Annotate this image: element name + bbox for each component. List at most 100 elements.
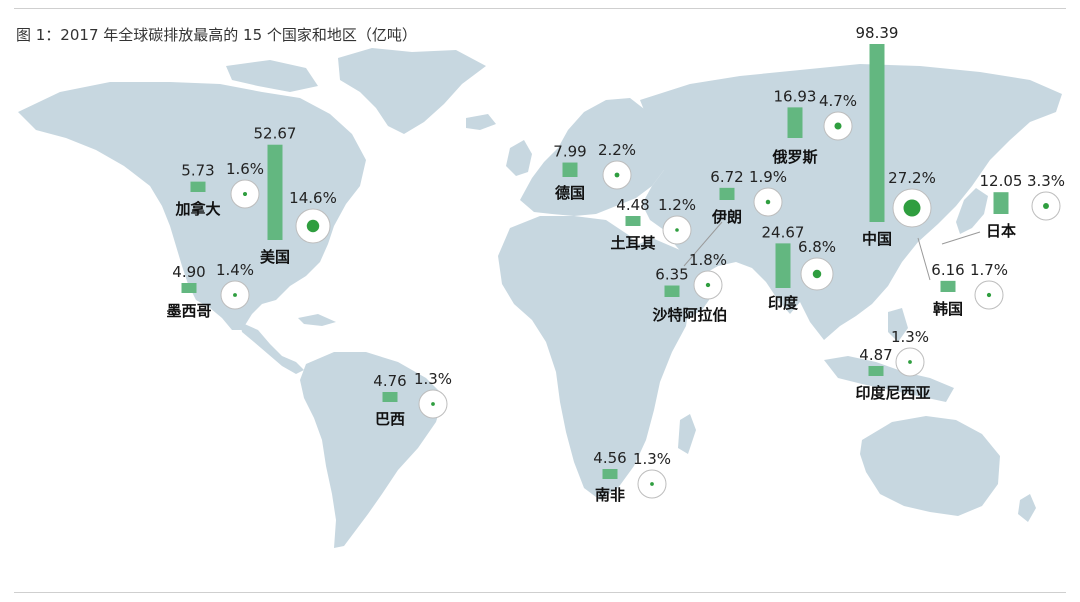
country-8-share-dot (986, 292, 992, 298)
country-6-share-label: 1.9% (749, 168, 787, 186)
country-12-share-label: 1.3% (414, 370, 452, 388)
southeast-asia-islands-shape (824, 356, 954, 402)
country-11-share-dot (908, 360, 912, 364)
country-10-name-label: 墨西哥 (166, 302, 211, 320)
country-6-share-dot (765, 199, 771, 205)
country-10-marker: 4.90 1.4% 墨西哥 (166, 261, 254, 320)
country-0-marker: 98.39 27.2% 中国 (856, 24, 936, 248)
country-7-share-label: 1.8% (689, 251, 727, 269)
country-3-name-label: 俄罗斯 (771, 148, 817, 166)
europe-shape (520, 98, 668, 216)
madagascar-shape (678, 414, 696, 454)
country-8-marker: 6.16 1.7% 韩国 (931, 261, 1008, 318)
country-12-marker: 4.76 1.3% 巴西 (373, 370, 452, 428)
country-1-value-label: 52.67 (254, 125, 297, 143)
country-1-name-label: 美国 (260, 248, 290, 266)
country-4-marker: 12.05 3.3% 日本 (980, 172, 1066, 240)
new-zealand-shape (1018, 494, 1036, 522)
japan-shape (956, 188, 988, 234)
country-14-bar (625, 216, 641, 226)
country-11-name-label: 印度尼西亚 (855, 384, 930, 402)
country-14-share-label: 1.2% (658, 196, 696, 214)
country-1-share-dot (306, 219, 320, 233)
top-rule (14, 8, 1066, 9)
country-3-value-label: 16.93 (774, 87, 817, 105)
country-7-marker: 6.351.8% 沙特阿拉伯 (652, 251, 727, 324)
country-2-share-dot (812, 269, 822, 279)
africa-shape (498, 216, 690, 500)
country-3-share-label: 4.7% (819, 92, 857, 110)
country-13-name-label: 南非 (595, 486, 625, 504)
country-6-value-label: 6.72 (710, 168, 743, 186)
country-5-value-label: 7.99 (553, 143, 586, 161)
asia-shape (640, 64, 1062, 340)
central-america-shape (240, 322, 304, 374)
country-4-share-label: 3.3% (1027, 172, 1065, 190)
country-2-share-label: 6.8% (798, 238, 836, 256)
country-4-bar (993, 192, 1009, 214)
country-6-bar (719, 187, 735, 200)
country-5-marker: 7.99 2.2% 德国 (553, 141, 636, 202)
north-america-shape (18, 82, 366, 330)
country-10-value-label: 4.90 (172, 263, 205, 281)
caribbean-shape (298, 314, 336, 326)
country-7-bar (664, 285, 680, 297)
country-markers: 98.39 27.2% 中国 52.67 14.6% 美国 24.676.8% 印度 16.93… (166, 24, 1065, 504)
greenland-shape (338, 48, 486, 134)
country-9-name-label: 加拿大 (174, 200, 220, 218)
country-12-share-dot (431, 402, 435, 406)
country-11-bar (868, 366, 884, 376)
australia-shape (860, 416, 1000, 516)
country-12-name-label: 巴西 (375, 410, 405, 428)
country-5-bar (562, 162, 578, 177)
arabia-shape (626, 238, 716, 322)
country-14-share-dot (675, 228, 679, 232)
country-11-value-label: 4.87 (859, 346, 892, 364)
country-13-share-label: 1.3% (633, 450, 671, 468)
country-8-bar (940, 280, 956, 292)
country-7-name-label: 沙特阿拉伯 (652, 306, 727, 324)
south-america-shape (300, 352, 444, 548)
country-13-value-label: 4.56 (593, 449, 626, 467)
country-0-name-label: 中国 (862, 230, 892, 248)
country-13-bar (602, 469, 618, 479)
country-14-value-label: 4.48 (616, 196, 649, 214)
leader-line-iran (683, 221, 723, 267)
country-2-marker: 24.676.8% 印度 (762, 223, 837, 312)
country-1-share-label: 14.6% (289, 189, 337, 207)
country-5-share-label: 2.2% (598, 141, 636, 159)
leader-line-korea (917, 237, 931, 281)
country-1-marker: 52.67 14.6% 美国 (254, 125, 337, 266)
country-14-name-label: 土耳其 (610, 234, 655, 252)
country-4-name-label: 日本 (986, 222, 1016, 240)
country-11-share-label: 1.3% (891, 328, 929, 346)
philippines-shape (888, 308, 908, 342)
country-6-name-label: 伊朗 (711, 208, 742, 226)
country-11-marker: 4.871.3% 印度尼西亚 (855, 328, 930, 402)
country-5-share-dot (614, 172, 620, 178)
country-3-bar (787, 107, 803, 138)
country-10-bar (181, 283, 197, 293)
country-5-name-label: 德国 (555, 184, 585, 202)
country-2-value-label: 24.67 (762, 223, 805, 241)
country-2-name-label: 印度 (768, 294, 799, 312)
british-isles-shape (506, 140, 532, 176)
country-10-share-label: 1.4% (216, 261, 254, 279)
country-4-value-label: 12.05 (980, 172, 1023, 190)
country-2-bar (775, 243, 791, 288)
country-9-share-dot (242, 191, 248, 197)
country-3-marker: 16.93 4.7% 俄罗斯 (771, 87, 857, 166)
country-3-share-dot (834, 122, 842, 130)
country-8-value-label: 6.16 (931, 261, 964, 279)
country-8-share-label: 1.7% (970, 261, 1008, 279)
arctic-islands-shape (226, 60, 318, 92)
country-12-value-label: 4.76 (373, 372, 406, 390)
country-9-share-label: 1.6% (226, 160, 264, 178)
country-1-bar (267, 144, 283, 240)
world-landmass (18, 48, 1062, 548)
country-9-value-label: 5.73 (181, 162, 214, 180)
leader-line-japan (941, 231, 981, 245)
country-0-bar (869, 44, 885, 222)
country-9-marker: 5.73 1.6% 加拿大 (174, 160, 264, 218)
